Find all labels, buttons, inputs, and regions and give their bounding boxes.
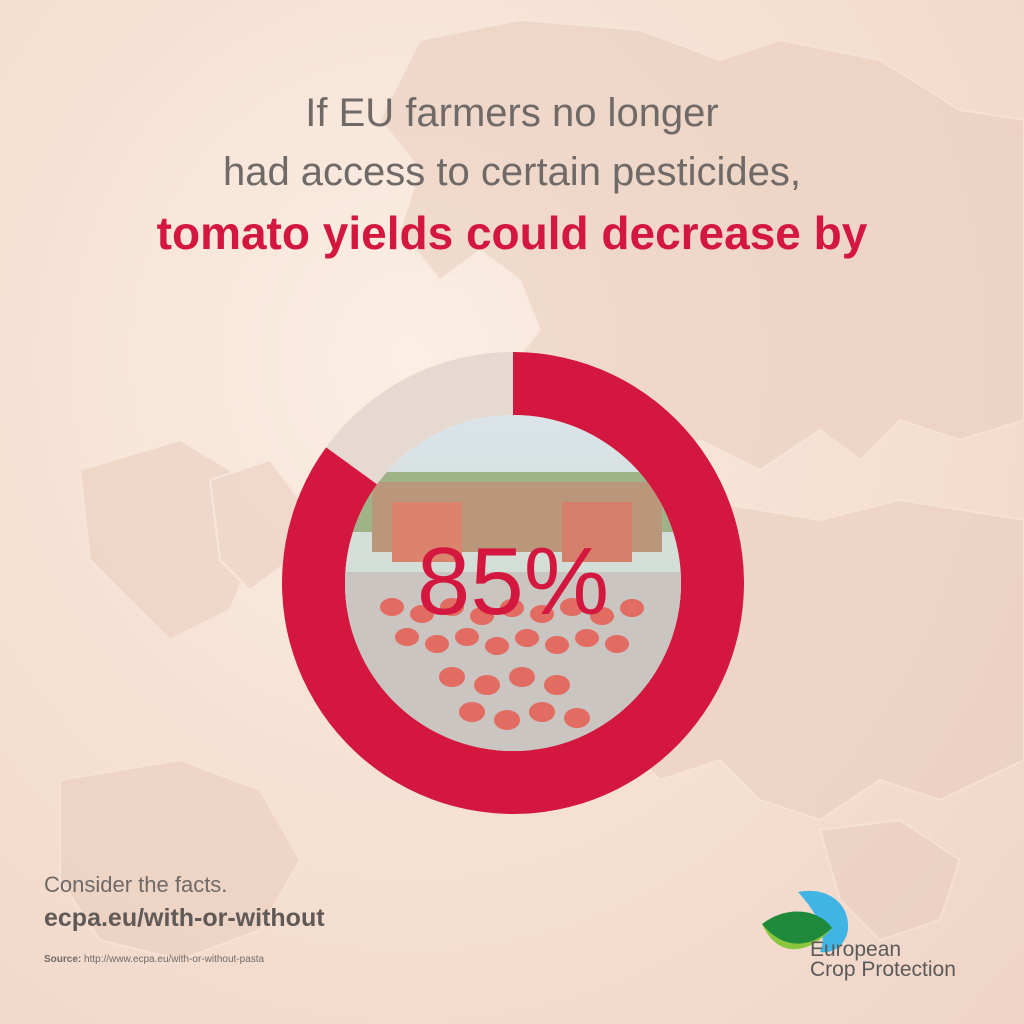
source-label: Source: bbox=[44, 954, 82, 965]
headline-highlight: tomato yields could decrease by bbox=[156, 207, 868, 259]
center-value-label: 85% bbox=[417, 528, 609, 635]
consider-facts-text: Consider the facts. bbox=[44, 872, 228, 897]
headline-line-1: If EU farmers no longer bbox=[305, 91, 719, 135]
source-url[interactable]: http://www.ecpa.eu/with-or-without-pasta bbox=[84, 954, 265, 965]
donut-chart: 85% bbox=[282, 352, 744, 814]
logo-text-european: European bbox=[810, 938, 902, 961]
logo-text-crop-protection: Crop Protection bbox=[810, 958, 956, 981]
tomato-harvest-photo bbox=[345, 415, 681, 751]
donut-slice-remainder bbox=[326, 352, 513, 485]
source-note: Source: http://www.ecpa.eu/with-or-witho… bbox=[44, 954, 264, 965]
headline-line-2: had access to certain pesticides, bbox=[222, 150, 802, 194]
campaign-link[interactable]: ecpa.eu/with-or-without bbox=[44, 904, 325, 932]
ecpa-leaf-drop-icon bbox=[762, 890, 849, 953]
